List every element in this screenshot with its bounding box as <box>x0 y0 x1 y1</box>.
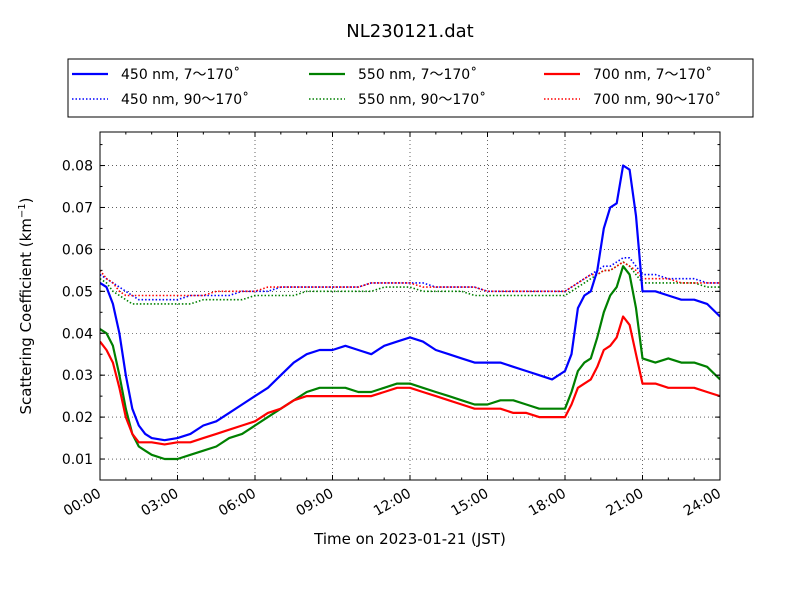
series-line-0 <box>100 164 720 442</box>
legend-label-5: 700 nm, 90～170˚ <box>593 91 721 108</box>
x-tick-label: 03:00 <box>139 486 182 520</box>
legend-label-4: 550 nm, 90～170˚ <box>358 91 486 108</box>
grid <box>99 132 721 480</box>
series-line-1 <box>100 265 720 461</box>
y-tick-label: 0.06 <box>62 242 93 258</box>
x-tick-label: 15:00 <box>449 486 492 520</box>
x-tick-label: 00:00 <box>61 486 104 520</box>
legend-label-1: 550 nm, 7～170˚ <box>358 66 477 83</box>
x-tick-label: 21:00 <box>604 486 647 520</box>
y-axis-label: Scattering Coefficient (km−1) <box>17 197 35 414</box>
chart-title: NL230121.dat <box>346 21 473 42</box>
legend-label-2: 700 nm, 7～170˚ <box>593 66 712 83</box>
y-axis-label-close: ) <box>17 197 35 203</box>
x-tick-label: 18:00 <box>526 486 569 520</box>
y-tick-label: 0.01 <box>62 452 93 468</box>
legend-box <box>67 58 754 118</box>
y-tick-label: 0.05 <box>62 284 93 300</box>
y-tick-label: 0.07 <box>62 200 93 216</box>
y-axis-label-main: Scattering Coefficient (km <box>17 218 35 414</box>
x-tick-label: 24:00 <box>681 486 724 520</box>
x-tick-label: 12:00 <box>371 486 414 520</box>
series-line-2 <box>100 315 720 446</box>
y-tick-label: 0.03 <box>62 368 93 384</box>
y-axis-label-unit-sup: −1 <box>17 203 28 218</box>
y-tick-label: 0.08 <box>62 159 93 175</box>
legend: 450 nm, 7～170˚ 550 nm, 7～170˚ 700 nm, 7～17… <box>67 58 754 118</box>
y-tick-label: 0.04 <box>62 326 93 342</box>
series-lines <box>100 164 720 461</box>
x-tick-label: 09:00 <box>294 486 337 520</box>
x-axis-label: Time on 2023-01-21 (JST) <box>313 530 506 548</box>
series-line-5 <box>100 261 720 297</box>
axis-ticks: 0.01 0.02 0.03 0.04 0.05 0.06 0.07 0.08 00:00 03:… <box>61 132 724 520</box>
legend-label-3: 450 nm, 90～170˚ <box>121 91 249 108</box>
y-tick-label: 0.02 <box>62 410 93 426</box>
series-line-3 <box>100 256 720 301</box>
legend-label-0: 450 nm, 7～170˚ <box>121 66 240 83</box>
x-tick-label: 06:00 <box>216 486 259 520</box>
